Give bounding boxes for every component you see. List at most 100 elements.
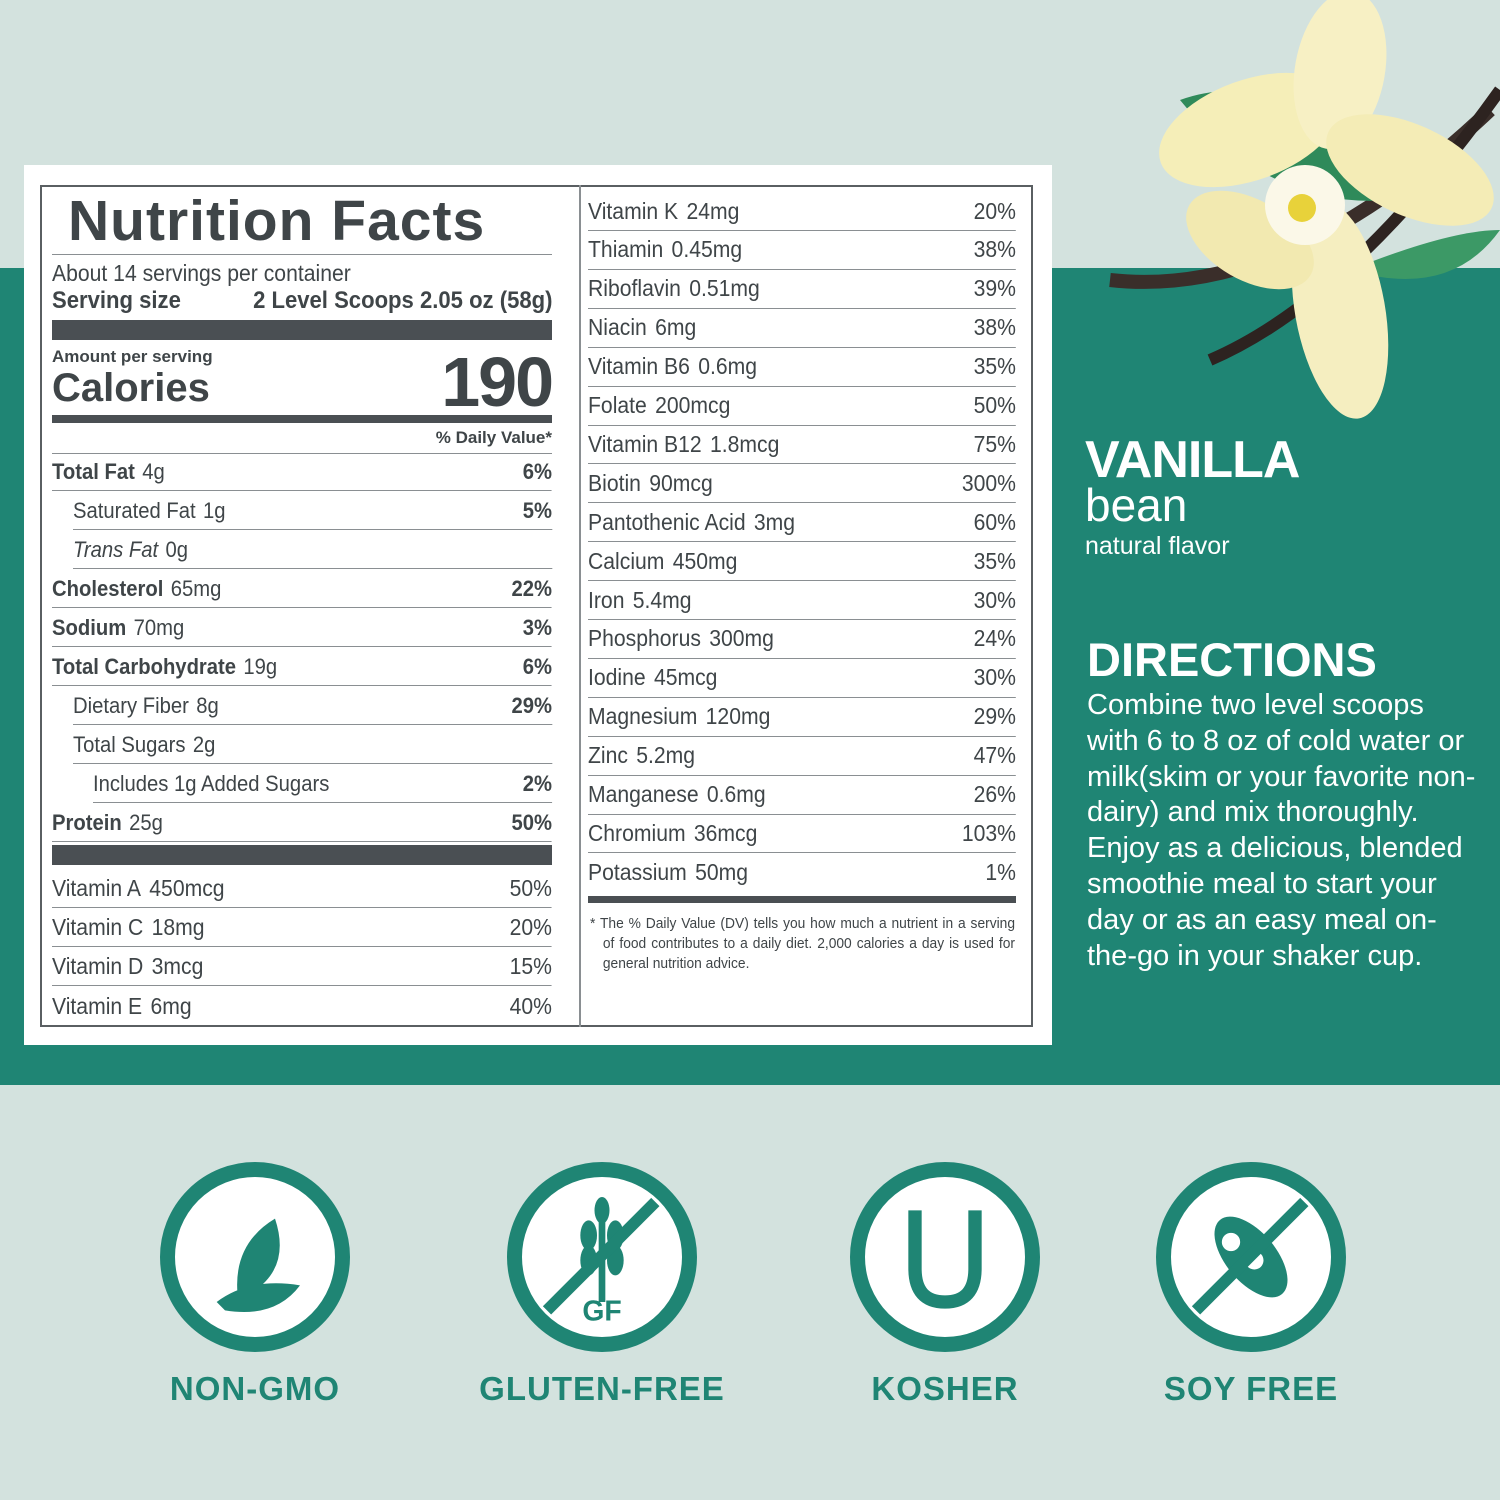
vitamin-label: Magnesium 120mg — [588, 703, 770, 730]
vitamin-label: Manganese 0.6mg — [588, 781, 766, 808]
vitamin-dv: 35% — [973, 547, 1016, 574]
column-divider — [579, 185, 581, 1027]
vitamin-label: Chromium 36mcg — [588, 820, 757, 847]
vitamin-label: Biotin 90mcg — [588, 470, 713, 497]
vitamin-dv: 75% — [973, 430, 1016, 457]
vitamin-name: Magnesium — [588, 703, 698, 730]
vitamin-amount: 24mg — [686, 197, 740, 224]
nutrient-name: Total Fat — [52, 458, 135, 484]
vitamin-row: Niacin 6mg 38% — [588, 309, 1016, 348]
flavor-subtitle: bean — [1085, 479, 1188, 531]
vitamin-dv: 38% — [973, 236, 1016, 263]
vitamin-dv: 20% — [973, 197, 1016, 224]
nutrient-name: Trans Fat — [73, 536, 159, 562]
kosher-u-badge — [850, 1162, 1040, 1352]
vitamin-row: Pantothenic Acid 3mg 60% — [588, 503, 1016, 543]
vitamin-name: Chromium — [588, 819, 686, 846]
vitamin-row: Vitamin C 18mg 20% — [52, 909, 552, 947]
vitamin-label: Thiamin 0.45mg — [588, 236, 742, 263]
calories-label: Calories — [52, 366, 210, 410]
thick-divider — [52, 320, 552, 340]
vitamin-name: Calcium — [588, 547, 665, 574]
nutrient-amount: 0g — [165, 536, 188, 562]
vitamin-label: Zinc 5.2mg — [588, 742, 695, 769]
nutrient-name: Cholesterol — [52, 575, 164, 601]
vitamin-label: Riboflavin 0.51mg — [588, 275, 760, 302]
vitamin-name: Vitamin D — [52, 953, 144, 979]
vitamin-label: Vitamin C 18mg — [52, 914, 205, 941]
vitamin-amount: 45mcg — [653, 664, 718, 691]
vitamin-label: Niacin 6mg — [588, 314, 696, 341]
vitamin-dv: 39% — [973, 275, 1016, 302]
svg-text:GF: GF — [582, 1295, 621, 1327]
vitamin-label: Potassium 50mg — [588, 859, 748, 886]
vitamin-row: Vitamin B6 0.6mg 35% — [588, 348, 1016, 387]
vitamin-row: Calcium 450mg 35% — [588, 542, 1016, 582]
wheat-crossed-badge: GF — [507, 1162, 697, 1352]
vitamin-amount: 1.8mcg — [709, 430, 780, 457]
nutrient-name: Total Sugars — [73, 731, 186, 757]
vitamin-name: Folate — [588, 392, 647, 418]
badge-label: GLUTEN-FREE — [479, 1370, 725, 1407]
daily-value-footnote: * The % Daily Value (DV) tells you how m… — [590, 915, 1016, 972]
label-title: Nutrition Facts — [68, 189, 486, 253]
vitamin-label: Iron 5.4mg — [588, 587, 692, 614]
vitamin-label: Vitamin A 450mcg — [52, 875, 225, 902]
vitamin-label: Vitamin D 3mcg — [52, 953, 203, 980]
vitamin-dv: 24% — [973, 625, 1016, 652]
vitamin-row: Zinc 5.2mg 47% — [588, 737, 1016, 776]
vitamin-row: Potassium 50mg 1% — [588, 853, 1016, 892]
vitamin-name: Vitamin K — [588, 197, 679, 224]
nutrient-label: Protein 25g — [52, 810, 163, 836]
flavor-title: VANILLA — [1085, 431, 1300, 489]
nutrient-row: Total Fat 4g 6% — [52, 453, 552, 491]
vitamin-row: Vitamin B12 1.8mcg 75% — [588, 425, 1016, 465]
vitamin-dv: 20% — [509, 914, 552, 940]
daily-value-header: % Daily Value* — [435, 428, 552, 447]
vitamin-label: Pantothenic Acid 3mg — [588, 509, 795, 536]
vitamin-dv: 50% — [509, 875, 552, 901]
vitamin-amount: 3mcg — [151, 953, 204, 979]
leaf-icon — [216, 1218, 300, 1312]
wheat-crossed-icon: GF — [542, 1197, 660, 1327]
amount-per-serving: Amount per serving — [52, 347, 213, 366]
nutrient-label: Trans Fat 0g — [73, 537, 188, 563]
vitamin-label: Phosphorus 300mg — [588, 625, 774, 652]
vitamin-amount: 0.6mg — [706, 781, 766, 807]
vitamin-amount: 200mcg — [655, 392, 731, 418]
vitamin-dv: 29% — [973, 703, 1016, 730]
vitamin-amount: 36mcg — [693, 819, 758, 846]
nutrient-row: Sodium 70mg 3% — [52, 609, 552, 647]
vitamin-amount: 3mg — [753, 508, 796, 535]
nutrient-label: Total Sugars 2g — [73, 732, 215, 758]
nutrient-label: Total Fat 4g — [52, 459, 165, 485]
vitamin-name: Iodine — [588, 664, 646, 691]
vitamin-amount: 120mg — [705, 703, 771, 730]
nutrient-name: Total Carbohydrate — [52, 653, 237, 679]
vitamin-amount: 0.45mg — [671, 236, 743, 263]
vitamin-label: Vitamin K 24mg — [588, 198, 739, 225]
vitamin-dv: 26% — [973, 781, 1016, 807]
nutrient-label: Dietary Fiber 8g — [73, 693, 219, 719]
nutrient-row: Saturated Fat 1g 5% — [73, 492, 552, 530]
nutrient-label: Includes 1g Added Sugars — [93, 771, 337, 797]
vitamin-name: Potassium — [588, 859, 687, 886]
nutrient-dv: 3% — [522, 614, 552, 640]
vitamin-row: Manganese 0.6mg 26% — [588, 776, 1016, 815]
vitamin-label: Vitamin E 6mg — [52, 993, 192, 1020]
nutrient-dv: 6% — [522, 653, 552, 679]
vitamin-row: Vitamin D 3mcg 15% — [52, 948, 552, 986]
nutrient-label: Total Carbohydrate 19g — [52, 654, 277, 680]
nutrient-name: Saturated Fat — [73, 497, 196, 523]
nutrient-name: Sodium — [52, 614, 127, 640]
vitamin-label: Folate 200mcg — [588, 392, 730, 419]
nutrient-label: Saturated Fat 1g — [73, 498, 226, 524]
nutrient-amount: 19g — [243, 653, 278, 679]
nutrient-row: Total Sugars 2g — [73, 726, 552, 764]
vitamin-amount: 90mcg — [649, 469, 713, 496]
vitamin-row: Riboflavin 0.51mg 39% — [588, 270, 1016, 309]
badge-label: NON-GMO — [169, 1370, 341, 1407]
nutrient-name: Protein — [52, 809, 122, 835]
nutrient-amount: 1g — [203, 497, 226, 523]
vitamin-dv: 30% — [973, 586, 1016, 613]
